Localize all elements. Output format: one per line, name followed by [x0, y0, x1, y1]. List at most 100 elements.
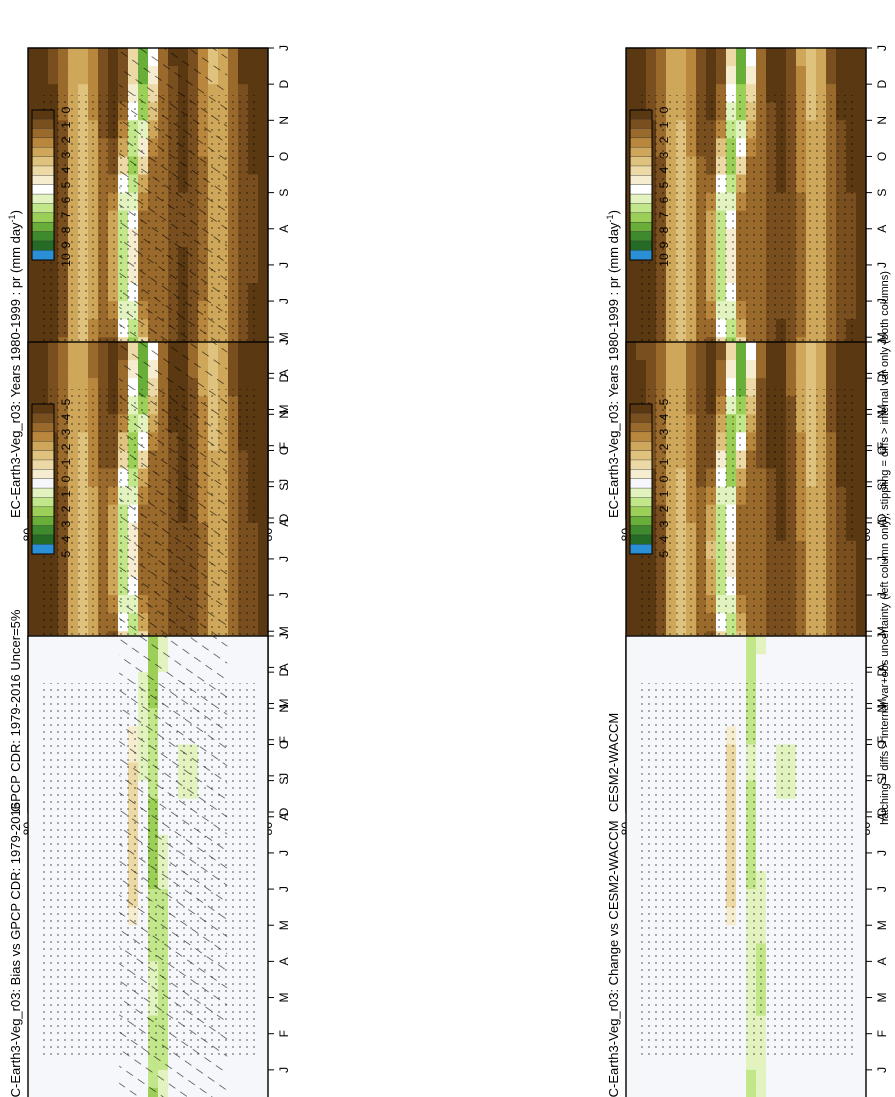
- heatmap-cell: [856, 761, 867, 781]
- heatmap-cell: [786, 653, 797, 673]
- colorbar-swatch: [629, 118, 653, 129]
- month-label: J: [277, 556, 291, 562]
- heatmap-cell: [258, 210, 269, 229]
- colorbar-swatch: [629, 175, 653, 186]
- heatmap-cell: [796, 65, 807, 85]
- heatmap-cell: [258, 486, 269, 505]
- heatmap-cell: [856, 486, 867, 505]
- heatmap-cell: [28, 377, 39, 397]
- month-label: J: [277, 339, 291, 345]
- heatmap-cell: [656, 653, 667, 673]
- colorbar-swatch: [31, 450, 55, 461]
- colorbar-label: 4: [657, 535, 671, 542]
- heatmap-cell: [856, 576, 867, 596]
- heatmap-cell: [856, 431, 867, 451]
- heatmap-cell: [856, 504, 867, 523]
- month-label: M: [875, 993, 889, 1003]
- colorbar-swatch: [31, 412, 55, 423]
- title-end: ): [8, 210, 23, 214]
- colorbar-frame: [31, 109, 55, 261]
- colorbar: 5 4 3 2 1 0 -1 -2 -3 -4 -5: [31, 398, 73, 557]
- heatmap-cell: [716, 653, 727, 673]
- heatmap-cell: [806, 47, 817, 67]
- heatmap-cell: [258, 137, 269, 157]
- colorbar-swatch: [629, 459, 653, 470]
- heatmap-cell: [686, 635, 697, 655]
- heatmap-cell: [38, 635, 49, 655]
- heatmap-cell: [28, 635, 39, 655]
- heatmap-cell: [676, 1069, 687, 1088]
- heatmap-cell: [856, 192, 867, 211]
- heatmap-cell: [706, 653, 717, 673]
- colorbar-swatch: [31, 212, 55, 223]
- heatmap-cell: [28, 341, 39, 361]
- heatmap-cell: [846, 65, 857, 85]
- heatmap-cell: [626, 264, 637, 283]
- colorbar-label: 4: [657, 166, 671, 173]
- heatmap-cell: [836, 635, 847, 655]
- colorbar-label: 0: [657, 106, 671, 113]
- colorbar-frame: [629, 109, 653, 261]
- panel-title: EC-Earth3-Veg_r03: Years 1980-1999 : pr …: [7, 210, 23, 518]
- heatmap-cell: [228, 341, 239, 361]
- heatmap-cell: [756, 341, 767, 361]
- heatmap-cell: [28, 978, 39, 998]
- heatmap-cell: [786, 1069, 797, 1088]
- heatmap-cell: [28, 906, 39, 926]
- heatmap-cell: [108, 47, 119, 67]
- colorbar-swatch: [31, 515, 55, 527]
- heatmap-cell: [78, 47, 89, 67]
- heatmap-cell: [696, 359, 707, 379]
- heatmap-cell: [856, 377, 867, 397]
- heatmap-cell: [28, 707, 39, 727]
- heatmap-cell: [626, 47, 637, 67]
- colorbar-swatch: [629, 515, 653, 527]
- heatmap-cell: [98, 341, 109, 361]
- heatmap-cell: [258, 870, 269, 890]
- colorbar-swatch: [629, 128, 653, 139]
- heatmap-cell: [258, 318, 269, 338]
- month-label: N: [875, 410, 889, 419]
- heatmap-cell: [836, 359, 847, 379]
- heatmap-cell: [626, 780, 637, 799]
- heatmap-cell: [776, 47, 787, 67]
- heatmap-cell: [726, 47, 737, 67]
- heatmap-cell: [646, 653, 657, 673]
- heatmap-cell: [28, 1087, 39, 1097]
- heatmap-cell: [626, 359, 637, 379]
- heatmap-cell: [856, 996, 867, 1016]
- heatmap-cell: [786, 341, 797, 361]
- heatmap-cell: [626, 83, 637, 103]
- month-label: D: [875, 513, 889, 522]
- colorbar-label: 8: [657, 226, 671, 233]
- month-label: N: [875, 116, 889, 125]
- heatmap-cell: [258, 540, 269, 559]
- colorbar-label: -5: [59, 398, 73, 409]
- heatmap-cell: [856, 743, 867, 763]
- month-label: M: [277, 699, 291, 709]
- heatmap-cell: [258, 522, 269, 541]
- heatmap-cell: [736, 653, 747, 673]
- colorbar-label: 7: [657, 211, 671, 218]
- month-label: M: [875, 920, 889, 930]
- heatmap-cell: [238, 341, 249, 361]
- heatmap-cell: [856, 594, 867, 614]
- colorbar-swatch: [629, 156, 653, 167]
- heatmap-cell: [716, 359, 727, 379]
- heatmap-cell: [626, 924, 637, 944]
- heatmap-cell: [786, 359, 797, 379]
- heatmap-cell: [28, 264, 39, 283]
- heatmap-cell: [796, 1087, 807, 1097]
- heatmap-cell: [258, 282, 269, 302]
- heatmap-cell: [48, 47, 59, 67]
- heatmap-cell: [756, 359, 767, 379]
- heatmap-cell: [626, 689, 637, 709]
- heatmap-cell: [258, 761, 269, 781]
- heatmap-cell: [228, 65, 239, 85]
- heatmap-cell: [646, 635, 657, 655]
- heatmap-cell: [746, 47, 757, 67]
- heatmap-cell: [258, 1069, 269, 1088]
- colorbar-swatch: [629, 497, 653, 508]
- heatmap-cell: [88, 635, 99, 655]
- heatmap-cell: [676, 65, 687, 85]
